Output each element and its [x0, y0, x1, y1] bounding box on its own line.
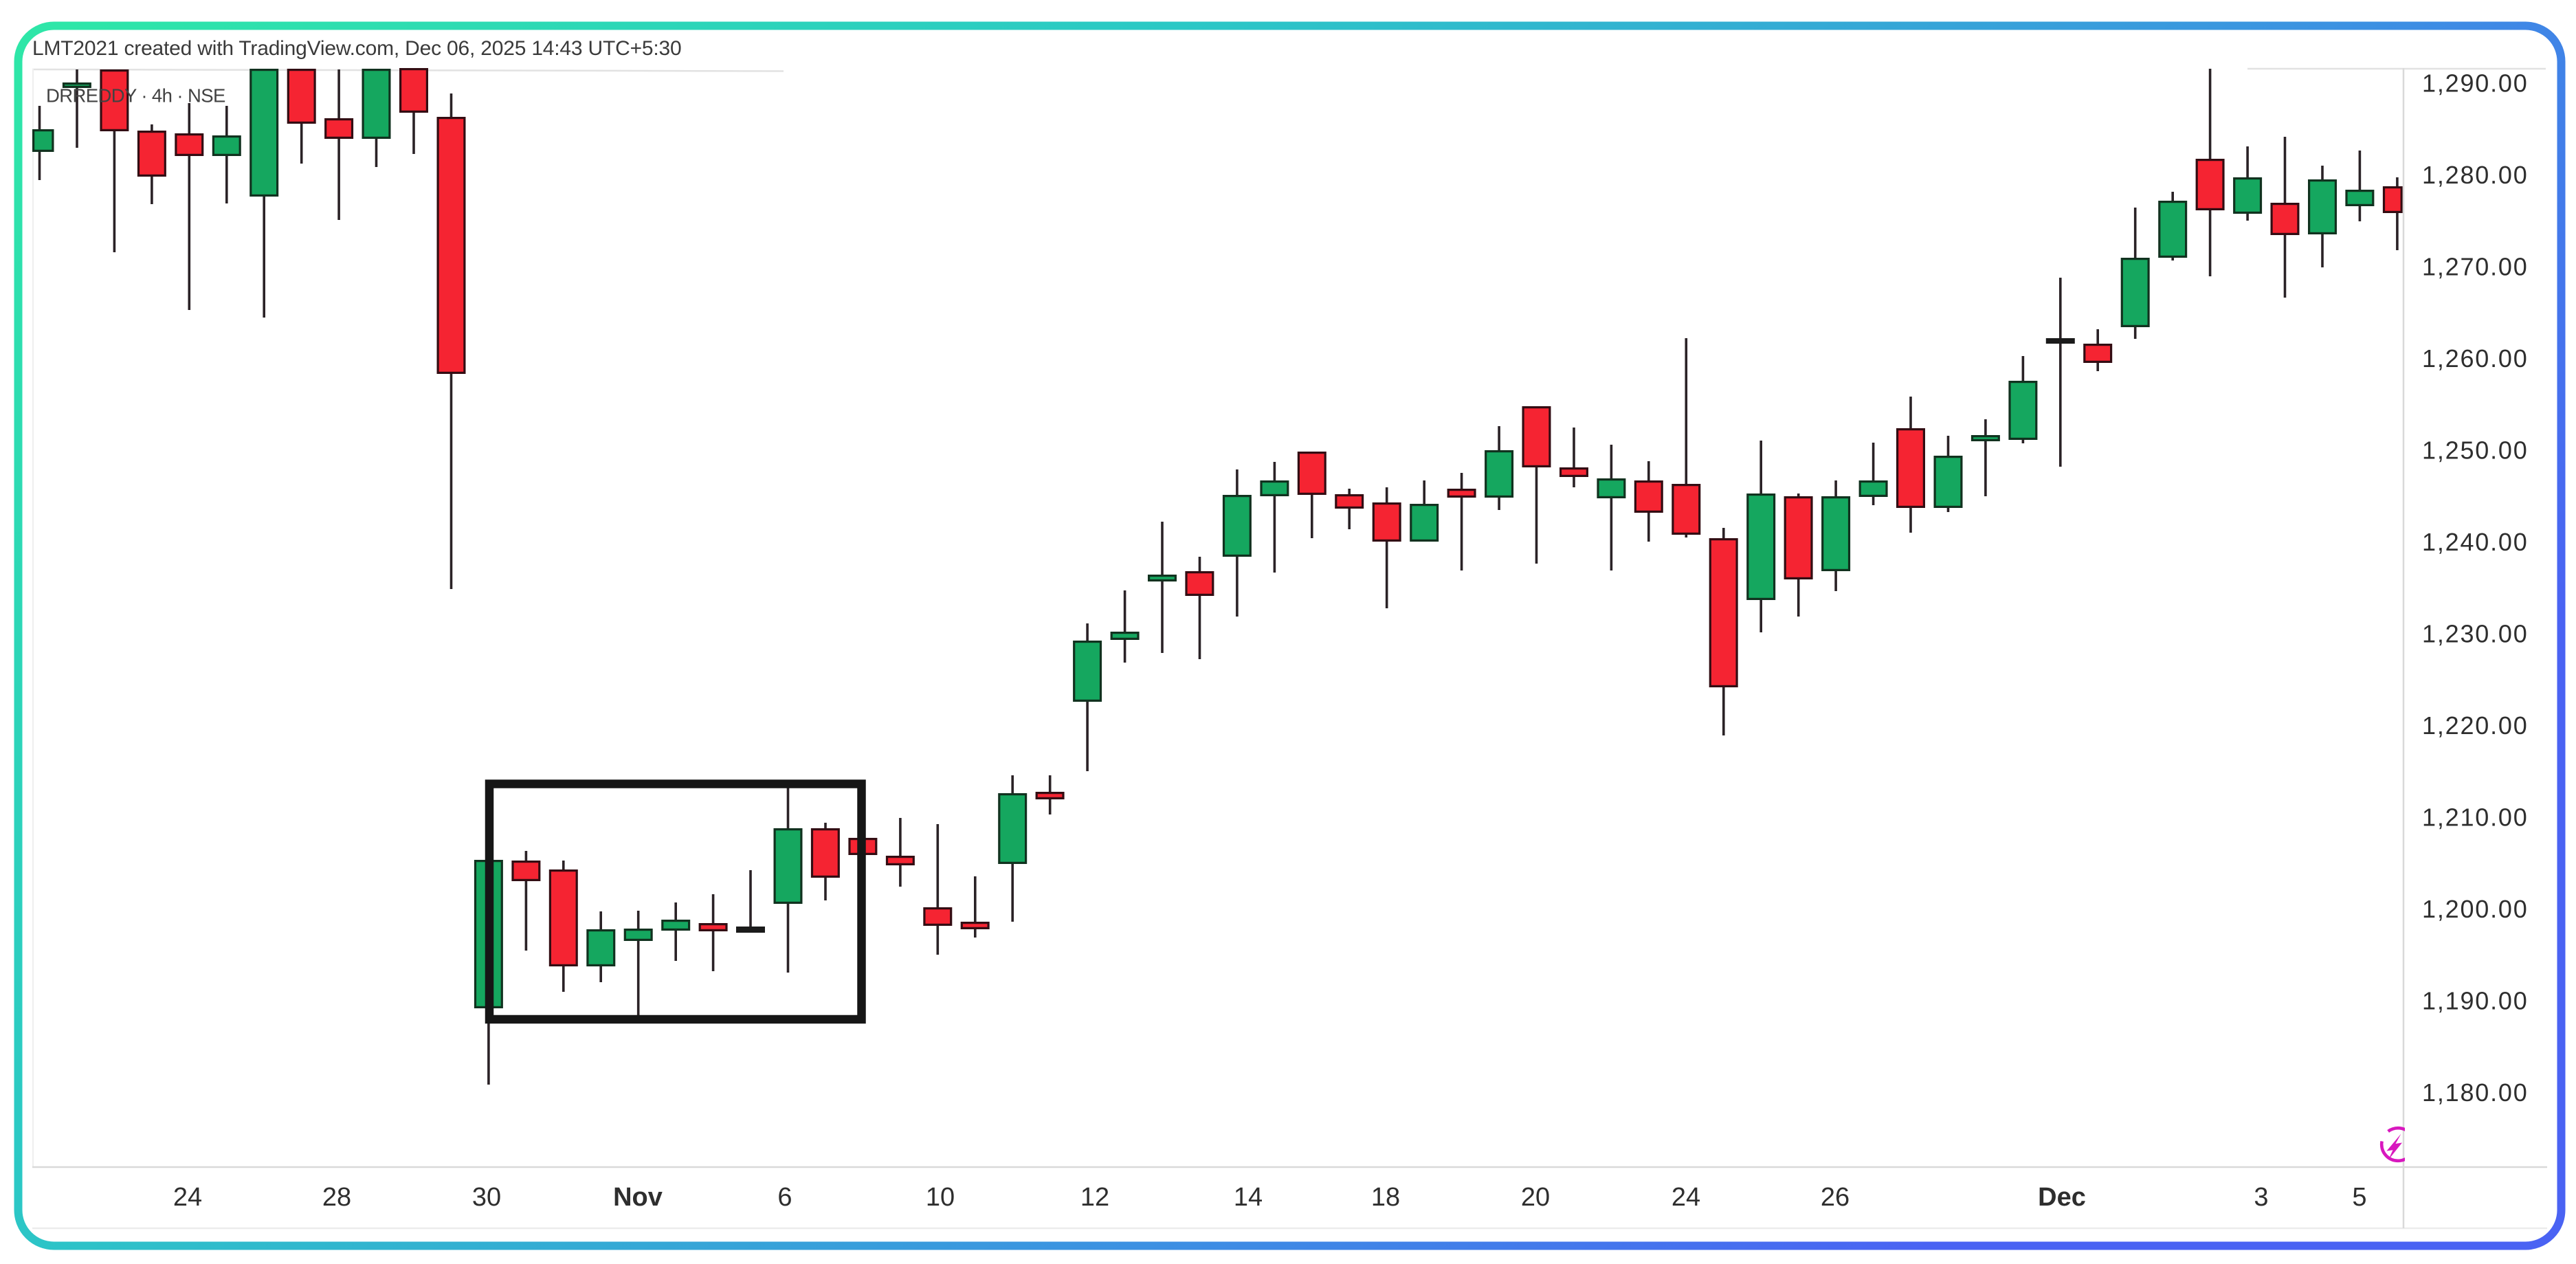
svg-text:1,280.00: 1,280.00 — [2422, 161, 2529, 189]
svg-text:5: 5 — [2352, 1183, 2366, 1212]
svg-text:18: 18 — [1371, 1183, 1400, 1212]
svg-text:1,190.00: 1,190.00 — [2422, 987, 2529, 1015]
svg-text:1,220.00: 1,220.00 — [2422, 711, 2529, 740]
svg-text:1,240.00: 1,240.00 — [2422, 528, 2529, 556]
svg-text:1,260.00: 1,260.00 — [2422, 344, 2529, 373]
svg-text:1,230.00: 1,230.00 — [2422, 620, 2529, 648]
svg-text:28: 28 — [322, 1183, 351, 1212]
svg-text:1,290.00: 1,290.00 — [2422, 69, 2529, 98]
svg-text:26: 26 — [1821, 1183, 1850, 1212]
svg-text:1,250.00: 1,250.00 — [2422, 436, 2529, 465]
svg-text:10: 10 — [926, 1183, 955, 1212]
svg-text:1,210.00: 1,210.00 — [2422, 803, 2529, 832]
svg-text:12: 12 — [1080, 1183, 1109, 1212]
svg-text:24: 24 — [1672, 1183, 1700, 1212]
svg-text:LMT2021 created with TradingVi: LMT2021 created with TradingView.com, De… — [32, 37, 682, 60]
svg-text:3: 3 — [2254, 1183, 2268, 1212]
svg-text:20: 20 — [1521, 1183, 1550, 1212]
svg-text:24: 24 — [173, 1183, 202, 1212]
svg-text:1,200.00: 1,200.00 — [2422, 895, 2529, 923]
svg-text:Nov: Nov — [613, 1183, 663, 1212]
svg-text:14: 14 — [1234, 1183, 1263, 1212]
svg-text:30: 30 — [472, 1183, 501, 1212]
svg-text:6: 6 — [777, 1183, 792, 1212]
svg-text:1,180.00: 1,180.00 — [2422, 1078, 2529, 1107]
svg-text:DRREDDY · 4h · NSE: DRREDDY · 4h · NSE — [46, 85, 225, 107]
svg-text:Dec: Dec — [2038, 1183, 2086, 1212]
svg-text:1,270.00: 1,270.00 — [2422, 253, 2529, 281]
